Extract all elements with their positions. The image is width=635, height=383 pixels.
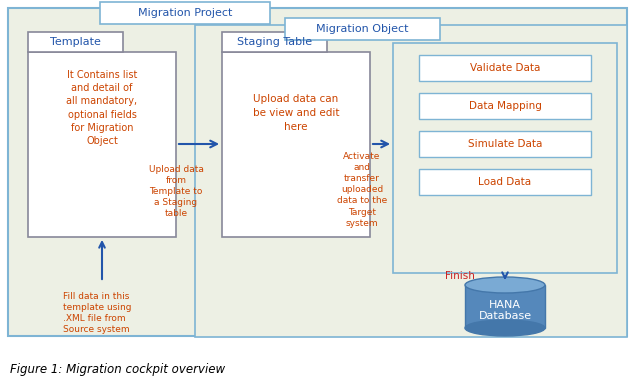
Bar: [419, 131, 591, 157]
Bar: [419, 93, 591, 119]
Text: Data Mapping: Data Mapping: [469, 101, 542, 111]
Text: Validate Data: Validate Data: [470, 63, 540, 73]
Text: Template: Template: [50, 37, 101, 47]
Text: HANA
Database: HANA Database: [478, 300, 531, 321]
Bar: [222, 32, 327, 52]
Bar: [8, 8, 627, 336]
Text: Fill data in this
template using
.XML file from
Source system: Fill data in this template using .XML fi…: [63, 292, 131, 334]
Ellipse shape: [465, 277, 545, 293]
Text: Upload data
from
Template to
a Staging
table: Upload data from Template to a Staging t…: [149, 165, 203, 218]
Bar: [393, 43, 617, 273]
Bar: [195, 25, 627, 337]
Bar: [222, 52, 370, 237]
Bar: [28, 32, 123, 52]
Text: Simulate Data: Simulate Data: [468, 139, 542, 149]
Bar: [465, 285, 545, 328]
Text: It Contains list
and detail of
all mandatory,
optional fields
for Migration
Obje: It Contains list and detail of all manda…: [67, 70, 138, 146]
Text: Finish: Finish: [445, 271, 475, 281]
Bar: [285, 18, 440, 40]
Bar: [28, 52, 176, 237]
Text: Figure 1: Migration cockpit overview: Figure 1: Migration cockpit overview: [10, 363, 225, 376]
Text: Load Data: Load Data: [478, 177, 531, 187]
Text: Staging Table: Staging Table: [237, 37, 312, 47]
Bar: [100, 2, 270, 24]
Bar: [419, 55, 591, 81]
Bar: [419, 169, 591, 195]
Text: Migration Object: Migration Object: [316, 24, 409, 34]
Text: Upload data can
be view and edit
here: Upload data can be view and edit here: [253, 94, 339, 132]
Text: Migration Project: Migration Project: [138, 8, 232, 18]
Text: Activate
and
transfer
uploaded
data to the
Target
system: Activate and transfer uploaded data to t…: [337, 152, 387, 228]
Ellipse shape: [465, 320, 545, 336]
